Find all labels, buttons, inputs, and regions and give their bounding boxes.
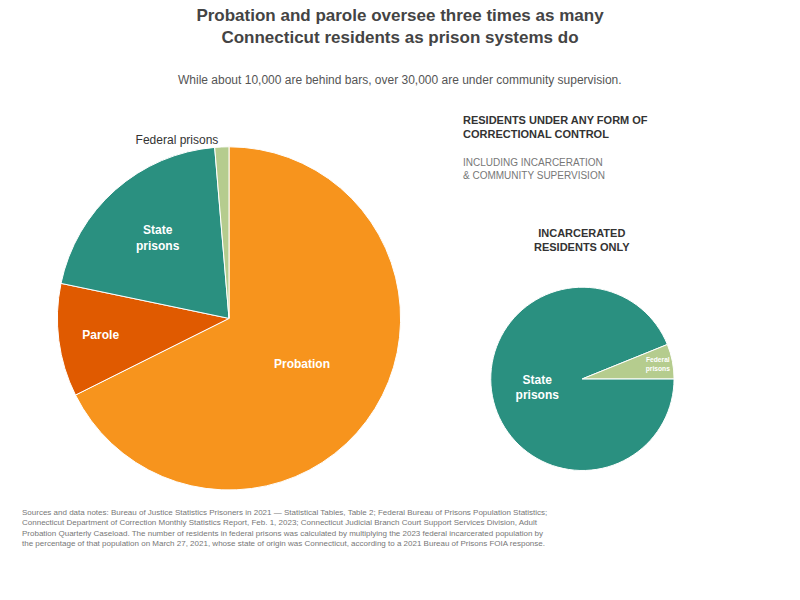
svg-text:INCARCERATEDRESIDENTS ONLY: INCARCERATEDRESIDENTS ONLY bbox=[534, 227, 630, 253]
svg-text:Parole: Parole bbox=[82, 328, 119, 342]
svg-text:Stateprisons: Stateprisons bbox=[516, 373, 560, 403]
svg-text:Probation and parole oversee t: Probation and parole oversee three times… bbox=[196, 6, 604, 47]
svg-text:Federalprisons: Federalprisons bbox=[646, 356, 670, 373]
svg-text:Stateprisons: Stateprisons bbox=[136, 223, 180, 253]
svg-text:INCLUDING INCARCERATION& COMMU: INCLUDING INCARCERATION& COMMUNITY SUPER… bbox=[463, 157, 605, 181]
svg-text:Federal prisons: Federal prisons bbox=[136, 133, 219, 147]
svg-text:While about 10,000 are behind: While about 10,000 are behind bars, over… bbox=[178, 73, 622, 87]
svg-text:Sources and data notes: Bureau: Sources and data notes: Bureau of Justic… bbox=[22, 508, 547, 548]
svg-text:Probation: Probation bbox=[274, 357, 330, 371]
svg-text:RESIDENTS UNDER ANY FORM OFCOR: RESIDENTS UNDER ANY FORM OFCORRECTIONAL … bbox=[463, 114, 648, 140]
